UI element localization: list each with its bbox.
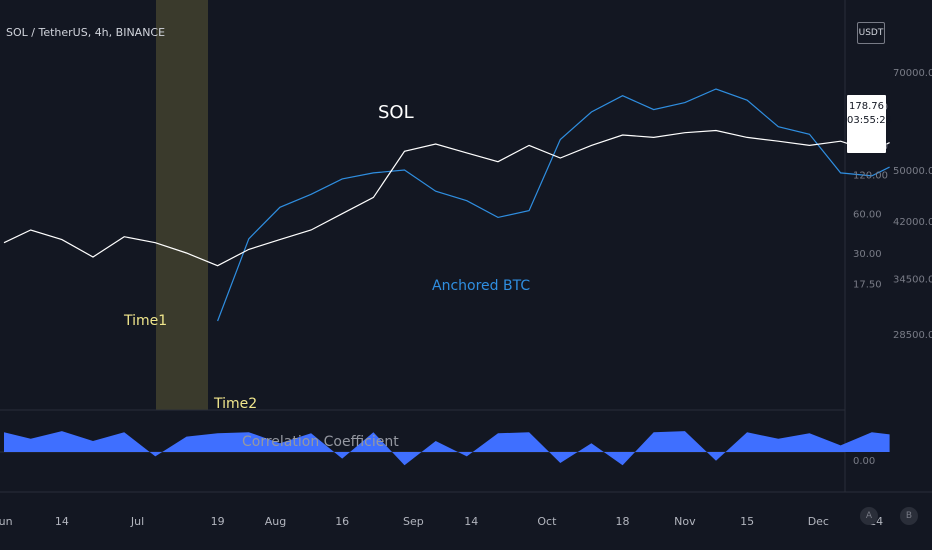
annotation-label: SOL: [378, 102, 414, 123]
right-axis-tick: 42000.00: [893, 217, 932, 228]
auto-scale-button[interactable]: A: [860, 507, 878, 525]
x-tick-label: 15: [740, 515, 754, 528]
left-axis-tick: 30.00: [853, 249, 882, 260]
sol-line: [3, 129, 890, 267]
indicator-axis-tick: 0.00: [853, 456, 875, 467]
x-tick-label: 19: [211, 515, 225, 528]
last-price-tag: 178.76 03:55:26: [847, 95, 892, 153]
x-tick-label: 14: [55, 515, 69, 528]
x-tick-label: 16: [335, 515, 349, 528]
log-scale-button[interactable]: B: [900, 507, 918, 525]
x-tick-label: 14: [464, 515, 478, 528]
symbol-title: SOL / TetherUS, 4h, BINANCE: [6, 26, 166, 39]
x-tick-label: Jul: [130, 515, 144, 528]
x-tick-label: 18: [616, 515, 630, 528]
x-tick-label: Nov: [674, 515, 696, 528]
left-axis-tick: 17.50: [853, 280, 882, 291]
right-axis-tick: 70000.00: [893, 68, 932, 79]
x-tick-label: Aug: [265, 515, 286, 528]
left-axis-tick: 60.00: [853, 210, 882, 221]
x-tick-label: Jun: [0, 515, 13, 528]
annotation-label: Time1: [123, 313, 167, 329]
x-tick-label: Oct: [537, 515, 557, 528]
annotation-label: Time2: [213, 396, 257, 412]
right-axis-tick: 34500.00: [893, 274, 932, 285]
annotation-label: Anchored BTC: [432, 278, 530, 294]
correlation-area: [4, 431, 890, 466]
left-axis-tick: 120.00: [853, 170, 888, 181]
bar-countdown: 03:55:26: [847, 115, 892, 126]
btc-line: [217, 88, 890, 322]
right-axis-tick: 28500.00: [893, 330, 932, 341]
x-tick-label: Dec: [808, 515, 829, 528]
annotation-label: Correlation Coefficient: [242, 434, 399, 450]
right-axis-tick: 50000.00: [893, 166, 932, 177]
last-price: 178.76: [849, 101, 884, 112]
anchor-highlight-zone: [156, 0, 208, 410]
unit-label[interactable]: USDT: [857, 22, 885, 44]
x-tick-label: Sep: [403, 515, 424, 528]
